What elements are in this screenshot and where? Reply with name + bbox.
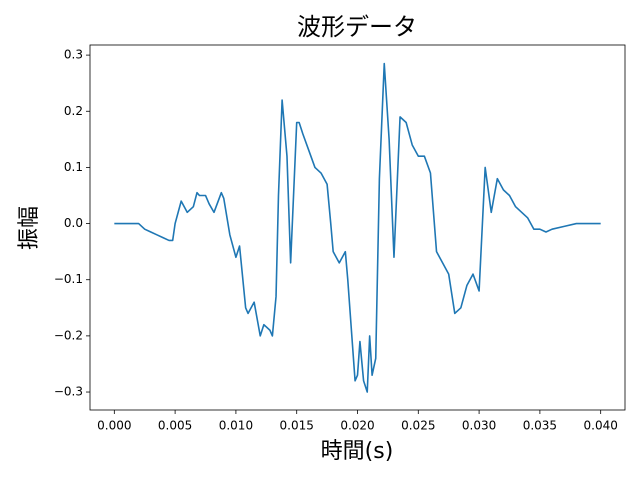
x-tick-label: 0.030 bbox=[462, 419, 496, 433]
data-line bbox=[114, 62, 601, 393]
y-tick-label: 0.2 bbox=[64, 104, 83, 118]
y-tick-label: −0.3 bbox=[54, 385, 83, 399]
y-tick-label: −0.1 bbox=[54, 272, 83, 286]
x-tick-label: 0.005 bbox=[158, 419, 192, 433]
y-tick-label: 0.3 bbox=[64, 48, 83, 62]
x-tick-label: 0.015 bbox=[280, 419, 314, 433]
x-axis-label: 時間(s) bbox=[321, 439, 394, 464]
x-tick-label: 0.000 bbox=[97, 419, 131, 433]
x-tick-label: 0.035 bbox=[523, 419, 557, 433]
x-tick-label: 0.025 bbox=[401, 419, 435, 433]
y-tick-label: 0.0 bbox=[64, 216, 83, 230]
y-axis-label: 振幅 bbox=[17, 206, 42, 250]
y-tick-label: −0.2 bbox=[54, 328, 83, 342]
x-tick-label: 0.010 bbox=[219, 419, 253, 433]
y-tick-label: 0.1 bbox=[64, 160, 83, 174]
x-tick-label: 0.020 bbox=[340, 419, 374, 433]
chart-title: 波形データ bbox=[297, 13, 417, 41]
plot-frame bbox=[89, 44, 626, 411]
x-tick-label: 0.040 bbox=[584, 419, 618, 433]
